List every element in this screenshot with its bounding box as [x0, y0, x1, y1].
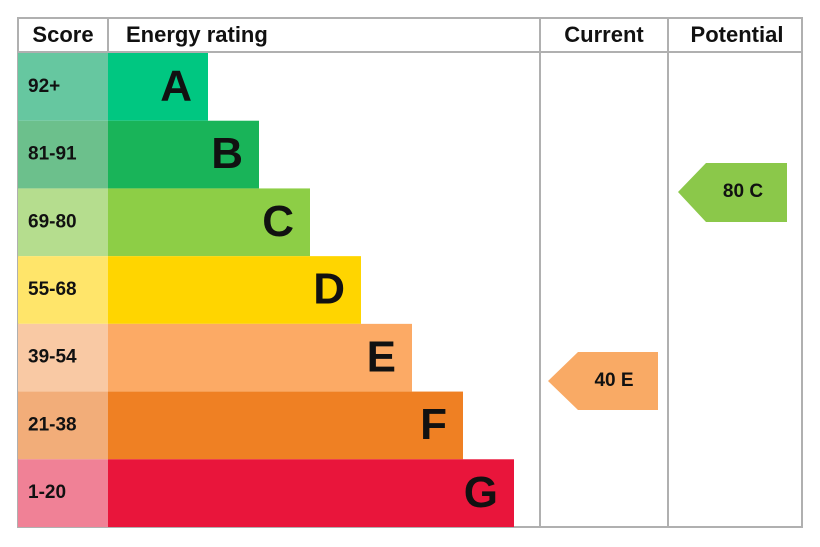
score-cell: [18, 459, 108, 527]
potential-label: 80 C: [723, 181, 763, 202]
rating-letter: A: [160, 61, 192, 110]
rating-bar: [108, 256, 361, 324]
score-cell: [18, 256, 108, 324]
rating-header: Energy rating: [126, 22, 268, 47]
score-cell: [18, 391, 108, 460]
current-label: 40 E: [594, 370, 633, 391]
rating-bar: [108, 188, 310, 257]
rating-letter: E: [367, 332, 396, 381]
rating-letter: D: [313, 265, 345, 314]
score-cell: [18, 120, 108, 189]
score-label: 92+: [28, 76, 60, 97]
rating-letter: C: [262, 197, 294, 246]
rating-bar: [108, 120, 259, 189]
score-label: 1-20: [28, 482, 66, 503]
score-label: 69-80: [28, 211, 77, 232]
rating-letter: F: [420, 400, 447, 449]
current-header: Current: [564, 22, 644, 47]
score-cell: [18, 188, 108, 257]
rating-bar: [108, 459, 514, 527]
score-label: 81-91: [28, 144, 77, 165]
score-cell: [18, 323, 108, 392]
score-cell: [18, 53, 108, 121]
score-label: 21-38: [28, 414, 77, 435]
rating-bar: [108, 323, 412, 392]
score-label: 55-68: [28, 279, 77, 300]
potential-header: Potential: [691, 22, 784, 47]
rating-bar: [108, 391, 463, 460]
potential-arrow: [678, 163, 787, 222]
rating-letter: G: [464, 468, 498, 517]
score-header: Score: [32, 22, 93, 47]
rating-bar: [108, 53, 208, 121]
rating-letter: B: [211, 129, 243, 178]
score-label: 39-54: [28, 347, 77, 368]
current-arrow: [548, 352, 658, 410]
